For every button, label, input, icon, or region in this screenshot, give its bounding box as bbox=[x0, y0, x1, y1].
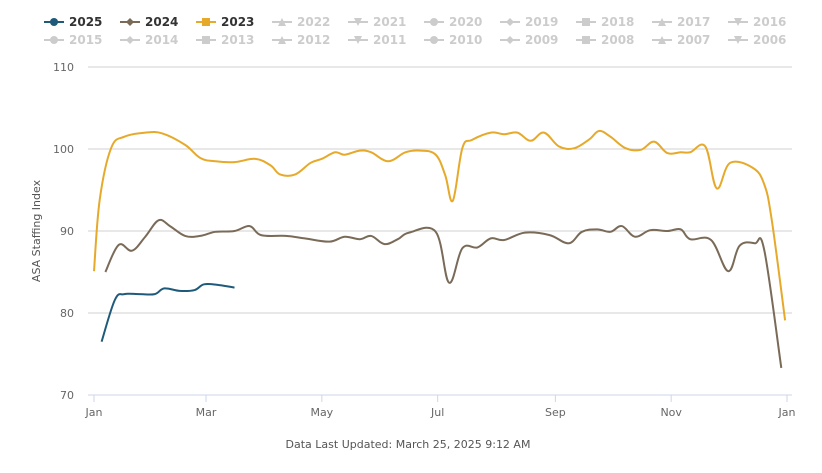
legend-label: 2023 bbox=[221, 15, 254, 29]
legend-label: 2009 bbox=[525, 33, 558, 47]
square-marker-icon bbox=[202, 36, 210, 44]
legend-item-2010[interactable]: 2010 bbox=[424, 33, 482, 47]
x-tick-label: Mar bbox=[196, 406, 217, 419]
legend-label: 2014 bbox=[145, 33, 178, 47]
legend-item-2009[interactable]: 2009 bbox=[500, 33, 558, 47]
legend-item-2019[interactable]: 2019 bbox=[500, 15, 558, 29]
legend-item-2020[interactable]: 2020 bbox=[424, 15, 482, 29]
legend-label: 2016 bbox=[753, 15, 786, 29]
square-marker-icon bbox=[582, 18, 590, 26]
series-line-2023 bbox=[93, 129, 787, 321]
legend-item-2011[interactable]: 2011 bbox=[348, 33, 406, 47]
circle-marker-icon bbox=[430, 18, 438, 26]
square-marker-icon bbox=[202, 18, 210, 26]
circle-marker-icon bbox=[50, 18, 58, 26]
triangle-down-marker-icon bbox=[734, 36, 742, 44]
legend-item-2025[interactable]: 2025 bbox=[44, 15, 102, 29]
circle-marker-icon bbox=[50, 36, 58, 44]
y-tick-label: 110 bbox=[53, 61, 74, 74]
legend-item-2015[interactable]: 2015 bbox=[44, 33, 102, 47]
legend-item-2012[interactable]: 2012 bbox=[272, 33, 330, 47]
legend-item-2007[interactable]: 2007 bbox=[652, 33, 710, 47]
legend-item-2021[interactable]: 2021 bbox=[348, 15, 406, 29]
triangle-down-marker-icon bbox=[354, 36, 362, 44]
legend-label: 2022 bbox=[297, 15, 330, 29]
legend-label: 2017 bbox=[677, 15, 710, 29]
legend-label: 2012 bbox=[297, 33, 330, 47]
x-tick-label: May bbox=[310, 406, 333, 419]
legend-item-2023[interactable]: 2023 bbox=[196, 15, 254, 29]
x-tick-label: Nov bbox=[660, 406, 682, 419]
legend-item-2017[interactable]: 2017 bbox=[652, 15, 710, 29]
legend-label: 2019 bbox=[525, 15, 558, 29]
y-axis-label: ASA Staffing Index bbox=[30, 179, 43, 282]
legend-item-2016[interactable]: 2016 bbox=[728, 15, 786, 29]
legend-label: 2018 bbox=[601, 15, 634, 29]
data-updated-footer: Data Last Updated: March 25, 2025 9:12 A… bbox=[286, 438, 531, 451]
legend-item-2022[interactable]: 2022 bbox=[272, 15, 330, 29]
legend-item-2018[interactable]: 2018 bbox=[576, 15, 634, 29]
legend-item-2008[interactable]: 2008 bbox=[576, 33, 634, 47]
diamond-marker-icon bbox=[506, 18, 514, 26]
square-marker-icon bbox=[582, 36, 590, 44]
diamond-marker-icon bbox=[126, 18, 134, 26]
circle-marker-icon bbox=[430, 36, 438, 44]
triangle-down-marker-icon bbox=[354, 18, 362, 26]
legend-label: 2024 bbox=[145, 15, 178, 29]
x-tick-label: Sep bbox=[545, 406, 566, 419]
series-lines bbox=[93, 129, 787, 369]
series-line-2025 bbox=[100, 282, 235, 343]
legend-label: 2007 bbox=[677, 33, 710, 47]
x-axis-ticks: Jan Mar May Jul Sep Nov Jan bbox=[85, 395, 796, 419]
gridlines bbox=[88, 66, 792, 396]
series-line-2024 bbox=[104, 218, 783, 369]
triangle-down-marker-icon bbox=[734, 18, 742, 26]
diamond-marker-icon bbox=[126, 36, 134, 44]
legend-label: 2006 bbox=[753, 33, 786, 47]
legend-label: 2025 bbox=[69, 15, 102, 29]
legend-label: 2010 bbox=[449, 33, 482, 47]
x-tick-label: Jan bbox=[85, 406, 103, 419]
legend-label: 2020 bbox=[449, 15, 482, 29]
y-tick-label: 80 bbox=[60, 307, 74, 320]
triangle-marker-icon bbox=[278, 36, 286, 44]
legend-item-2014[interactable]: 2014 bbox=[120, 33, 178, 47]
y-tick-label: 100 bbox=[53, 143, 74, 156]
triangle-marker-icon bbox=[278, 18, 286, 26]
y-axis-ticks: 70 80 90 100 110 bbox=[53, 61, 74, 402]
y-tick-label: 90 bbox=[60, 225, 74, 238]
legend-label: 2021 bbox=[373, 15, 406, 29]
x-tick-label: Jan bbox=[778, 406, 796, 419]
triangle-marker-icon bbox=[658, 36, 666, 44]
legend-label: 2011 bbox=[373, 33, 406, 47]
y-tick-label: 70 bbox=[60, 389, 74, 402]
triangle-marker-icon bbox=[658, 18, 666, 26]
diamond-marker-icon bbox=[506, 36, 514, 44]
legend-item-2006[interactable]: 2006 bbox=[728, 33, 786, 47]
x-tick-label: Jul bbox=[430, 406, 444, 419]
legend: 2025 2024 2023 2022 2021 2020 2019 2018 2017 2016… bbox=[44, 15, 786, 47]
legend-item-2024[interactable]: 2024 bbox=[120, 15, 178, 29]
legend-label: 2013 bbox=[221, 33, 254, 47]
legend-label: 2008 bbox=[601, 33, 634, 47]
legend-label: 2015 bbox=[69, 33, 102, 47]
legend-item-2013[interactable]: 2013 bbox=[196, 33, 254, 47]
